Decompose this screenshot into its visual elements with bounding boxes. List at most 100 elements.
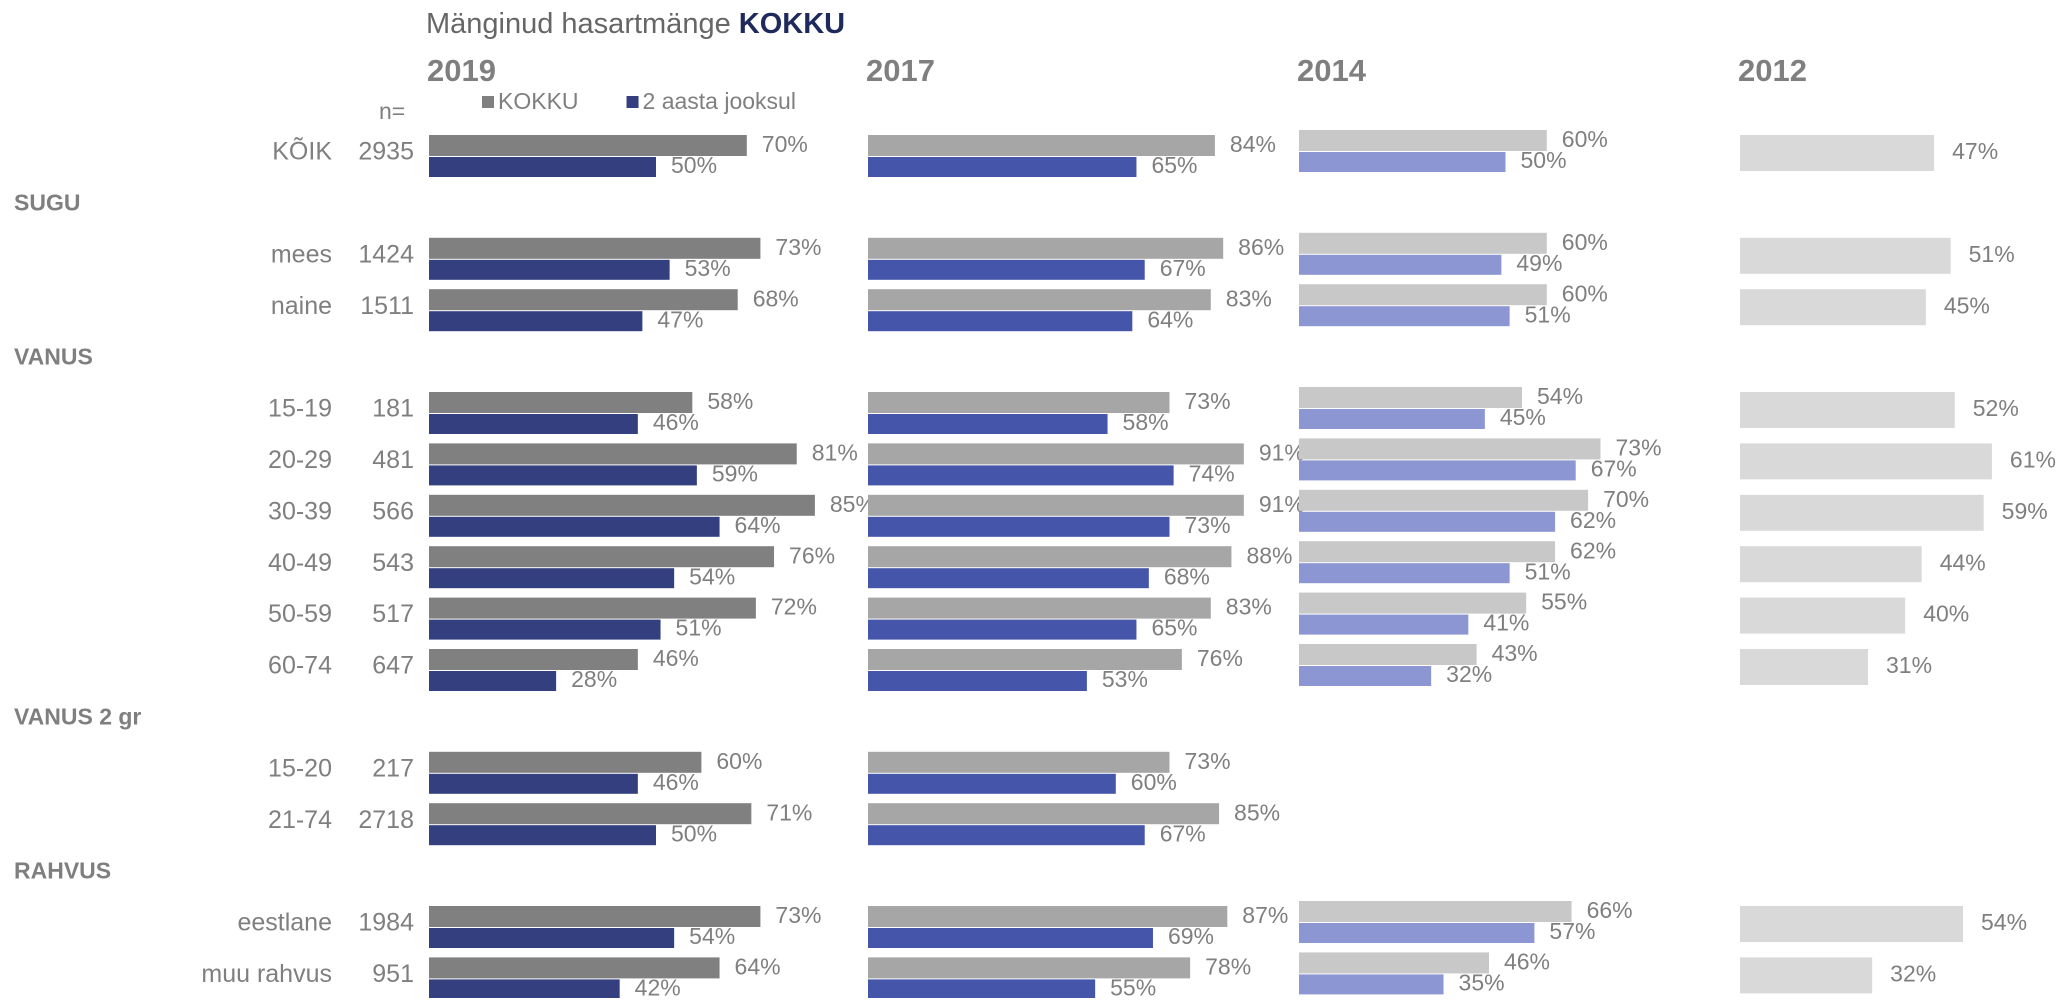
row-n: 647 (372, 652, 414, 680)
value-label: 73% (1184, 512, 1230, 538)
bar (1299, 511, 1556, 532)
bar (429, 311, 643, 332)
value-label: 85% (1234, 799, 1280, 825)
value-label: 67% (1160, 820, 1206, 846)
row-label: 40-49 (268, 549, 332, 577)
bar (1299, 409, 1485, 429)
bar (868, 649, 1182, 670)
bar (429, 392, 693, 413)
bar (868, 237, 1224, 259)
value-label: 65% (1151, 615, 1197, 641)
row-label: 60-74 (268, 652, 332, 680)
bar (429, 494, 815, 516)
legend-label: 2 aasta jooksul (643, 88, 796, 114)
value-label: 71% (766, 799, 812, 825)
panel-title: 2019 (427, 53, 496, 88)
bar (868, 597, 1211, 619)
bar (1299, 541, 1556, 563)
value-label: 52% (1973, 395, 2019, 421)
value-label: 74% (1189, 460, 1235, 486)
value-label: 50% (671, 820, 717, 846)
bar (1740, 135, 1935, 171)
value-label: 40% (1923, 601, 1969, 627)
value-label: 64% (1147, 306, 1193, 332)
bar (429, 649, 638, 670)
value-label: 70% (762, 131, 808, 157)
bar (429, 773, 638, 794)
bar (868, 259, 1145, 280)
value-label: 76% (1197, 645, 1243, 671)
row-label: naine (271, 292, 332, 320)
bar (868, 619, 1137, 640)
bar (1299, 387, 1523, 408)
bar (429, 957, 720, 979)
value-label: 51% (676, 615, 722, 641)
bar (1299, 460, 1576, 481)
value-label: 64% (735, 512, 781, 538)
panel-title: 2017 (866, 53, 935, 88)
bar (429, 135, 747, 156)
bar (1299, 306, 1510, 327)
value-label: 35% (1459, 969, 1505, 995)
bar (429, 751, 702, 773)
value-label: 46% (653, 769, 699, 795)
bar (868, 751, 1170, 773)
row-label: 30-39 (268, 497, 332, 525)
row-n: 217 (372, 754, 414, 782)
n-header: n= (379, 98, 405, 124)
value-label: 60% (1562, 280, 1608, 306)
bar (1299, 152, 1506, 172)
bar (1299, 489, 1589, 511)
value-label: 76% (789, 542, 835, 568)
bar (429, 443, 797, 465)
bar (1740, 237, 1951, 274)
row-n: 951 (372, 960, 414, 988)
bar (868, 465, 1174, 486)
bar (1299, 666, 1432, 686)
bar (868, 392, 1170, 413)
value-label: 43% (1492, 640, 1538, 666)
group-header: VANUS (14, 344, 93, 370)
value-label: 47% (657, 306, 703, 332)
value-label: 83% (1226, 594, 1272, 620)
value-label: 73% (1184, 748, 1230, 774)
bar (1740, 597, 1906, 634)
bar (868, 773, 1116, 794)
value-label: 62% (1570, 507, 1616, 533)
bar (868, 443, 1244, 465)
bar (868, 494, 1244, 516)
value-label: 50% (1521, 147, 1567, 173)
value-label: 53% (1102, 666, 1148, 692)
value-label: 47% (1952, 138, 1998, 164)
value-label: 87% (1242, 902, 1288, 928)
value-label: 67% (1160, 255, 1206, 281)
value-label: 28% (571, 666, 617, 692)
value-label: 73% (1615, 434, 1661, 460)
bar (1299, 974, 1444, 995)
bar (1299, 563, 1510, 584)
bar (1299, 923, 1535, 943)
row-label: KÕIK (272, 137, 332, 166)
bar (429, 671, 557, 691)
value-label: 45% (1944, 292, 1990, 318)
value-label: 69% (1168, 923, 1214, 949)
value-label: 91% (1259, 491, 1305, 517)
value-label: 73% (775, 234, 821, 260)
value-label: 55% (1110, 974, 1156, 998)
bar (1740, 392, 1955, 428)
value-label: 58% (1123, 409, 1169, 435)
value-label: 68% (1164, 563, 1210, 589)
bar (868, 803, 1220, 825)
value-label: 57% (1549, 918, 1595, 944)
value-label: 54% (1537, 383, 1583, 409)
bar (429, 928, 675, 948)
value-label: 84% (1230, 131, 1276, 157)
bar (868, 157, 1137, 177)
bar (868, 825, 1145, 846)
value-label: 58% (707, 388, 753, 414)
bar (1299, 254, 1502, 275)
bar (868, 546, 1232, 568)
bar (868, 414, 1108, 434)
legend-swatch (482, 96, 494, 108)
